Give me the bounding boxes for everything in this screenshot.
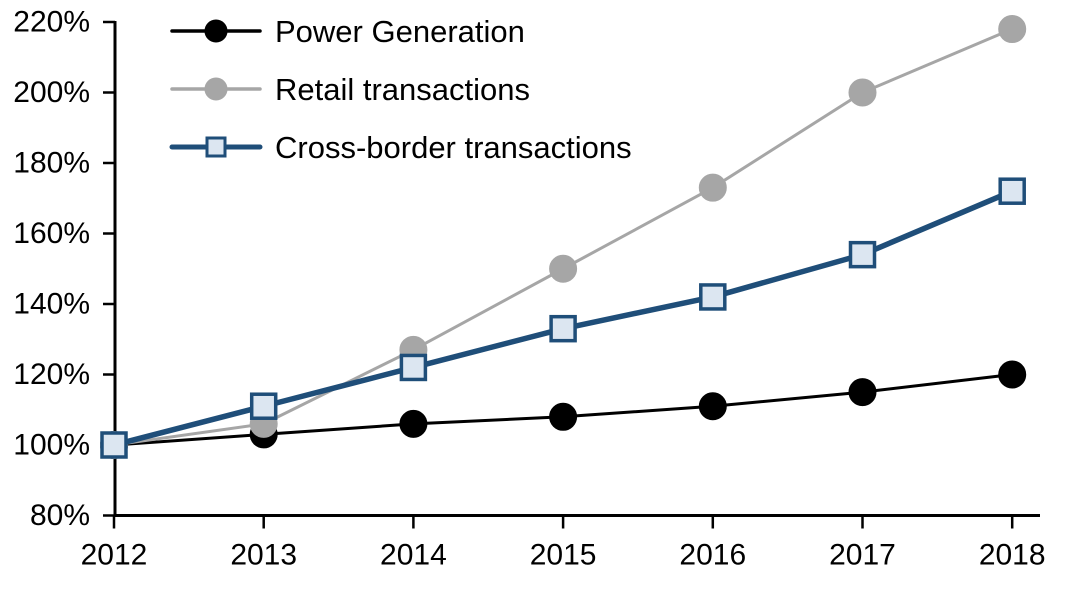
legend-item-power-generation: Power Generation <box>166 2 632 60</box>
data-point-cross-border-transactions-2012 <box>100 431 128 459</box>
legend-label-retail-transactions: Retail transactions <box>275 71 531 107</box>
data-point-power-generation-2017 <box>848 378 877 407</box>
y-axis-label: 80% <box>30 499 90 532</box>
data-point-cross-border-transactions-2018 <box>998 177 1026 205</box>
legend-label-power-generation: Power Generation <box>275 13 525 49</box>
y-axis-label: 200% <box>13 76 90 109</box>
y-axis-label: 100% <box>13 429 90 462</box>
legend-marker-retail-transactions-icon <box>170 77 262 101</box>
data-point-cross-border-transactions-2017 <box>848 240 877 269</box>
x-axis-label: 2017 <box>829 539 896 572</box>
y-axis-label: 220% <box>13 6 90 39</box>
data-point-cross-border-transactions-2015 <box>549 314 577 343</box>
data-point-power-generation-2014 <box>399 409 428 438</box>
data-point-cross-border-transactions-2016 <box>699 283 727 311</box>
x-axis-label: 2012 <box>81 539 148 572</box>
legend-marker-cross-border-transactions-icon <box>169 136 263 158</box>
x-axis-label: 2015 <box>530 539 597 572</box>
x-axis-label: 2018 <box>979 539 1046 572</box>
data-point-cross-border-transactions-2013 <box>249 392 278 420</box>
x-axis-label: 2014 <box>380 539 447 572</box>
y-axis-label: 140% <box>13 288 90 321</box>
legend-marker-power-generation-icon <box>170 19 262 43</box>
data-point-power-generation-2015 <box>549 402 578 431</box>
data-point-power-generation-2016 <box>698 392 727 421</box>
legend-item-cross-border-transactions: Cross-border transactions <box>166 118 632 176</box>
data-point-retail-transactions-2017 <box>848 78 877 107</box>
y-axis-label: 160% <box>13 217 90 250</box>
data-point-power-generation-2018 <box>998 360 1027 389</box>
data-point-retail-transactions-2015 <box>549 254 578 283</box>
data-point-retail-transactions-2016 <box>698 173 727 202</box>
x-axis-label: 2013 <box>230 539 297 572</box>
legend-label-cross-border-transactions: Cross-border transactions <box>275 129 632 165</box>
legend: Power Generation Retail transactions Cro… <box>166 2 632 176</box>
data-point-retail-transactions-2018 <box>998 15 1027 44</box>
x-axis-label: 2016 <box>679 539 746 572</box>
y-axis-label: 180% <box>13 147 90 180</box>
data-point-cross-border-transactions-2014 <box>399 353 428 382</box>
y-axis-label: 120% <box>13 358 90 391</box>
legend-item-retail-transactions: Retail transactions <box>166 60 632 118</box>
